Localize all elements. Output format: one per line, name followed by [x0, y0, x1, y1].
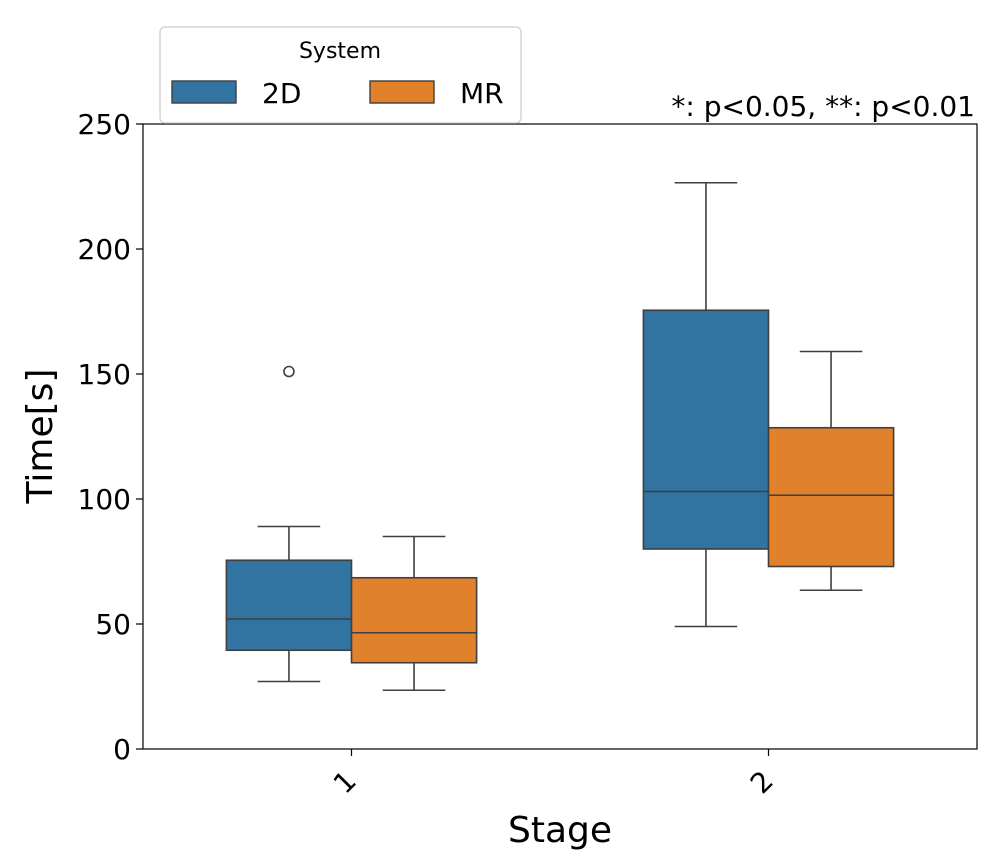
y-tick-label: 250	[78, 108, 131, 141]
box-2D-stage-1	[225, 365, 353, 683]
y-tick-label: 150	[78, 358, 131, 391]
box-iqr	[350, 576, 478, 664]
legend-label-MR: MR	[460, 77, 504, 110]
y-axis-label: Time[s]	[20, 369, 61, 505]
legend-swatch-MR	[369, 80, 435, 104]
plot-frame	[142, 123, 978, 750]
legend-title: System	[299, 39, 381, 64]
box-MR-stage-2	[767, 350, 895, 592]
axes: 0 50 100 150 200 250 1 2	[78, 108, 978, 800]
significance-annotation: *: p<0.05, **: p<0.01	[671, 90, 975, 123]
outlier-point	[283, 365, 295, 378]
box-iqr	[225, 559, 353, 652]
box-2D-stage-2	[642, 181, 770, 628]
legend-swatch-2D	[171, 80, 237, 104]
x-tick-label: 1	[327, 764, 363, 800]
x-axis-label: Stage	[508, 810, 612, 851]
box-groups	[225, 181, 895, 692]
box-iqr	[767, 426, 895, 568]
box-MR-stage-1	[350, 535, 478, 692]
box-iqr	[642, 309, 770, 550]
x-tick-label: 2	[744, 764, 780, 800]
y-tick-label: 0	[113, 733, 131, 766]
y-tick-label: 200	[78, 233, 131, 266]
y-tick-label: 100	[78, 483, 131, 516]
y-tick-label: 50	[95, 608, 131, 641]
legend-label-2D: 2D	[262, 77, 301, 110]
legend: System 2D MR	[159, 26, 522, 124]
